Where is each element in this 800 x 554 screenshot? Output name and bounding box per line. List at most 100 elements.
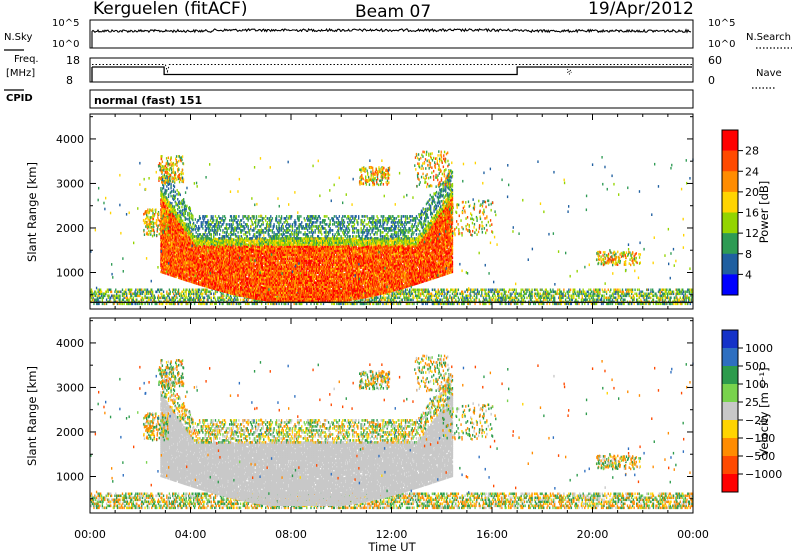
- power-cell: [186, 249, 188, 252]
- power-cell: [616, 292, 619, 296]
- power-cell: [160, 240, 162, 243]
- power-cell: [183, 207, 186, 210]
- power-cell: [519, 292, 521, 296]
- power-cell: [186, 263, 188, 266]
- power-cell: [179, 230, 181, 234]
- power-cell: [539, 296, 542, 300]
- power-cell: [166, 262, 168, 265]
- power-cell: [171, 220, 173, 223]
- power-cell: [193, 298, 196, 302]
- power-cell: [174, 219, 176, 222]
- power-cell: [403, 296, 405, 300]
- power-cell: [166, 189, 168, 192]
- power-cell: [436, 292, 439, 296]
- power-cell: [485, 302, 487, 306]
- power-cell: [453, 296, 455, 300]
- power-cell: [404, 288, 407, 292]
- power-cell: [175, 265, 177, 269]
- power-cell: [627, 290, 630, 294]
- power-cell: [178, 246, 181, 250]
- power-cell: [168, 219, 171, 222]
- power-cell: [518, 292, 521, 296]
- power-cell: [356, 302, 358, 306]
- power-cell: [543, 296, 546, 300]
- power-cell: [498, 294, 501, 298]
- power-cell: [167, 238, 169, 242]
- power-cell: [131, 292, 134, 296]
- power-cell: [165, 296, 167, 300]
- power-cell: [677, 298, 679, 302]
- power-cell: [168, 203, 171, 206]
- power-cell: [189, 207, 192, 210]
- power-cell: [188, 212, 191, 215]
- power-cell: [490, 298, 492, 302]
- power-cell: [172, 254, 175, 258]
- power-cell: [401, 288, 403, 292]
- power-cell: [516, 296, 518, 300]
- power-cell: [172, 246, 175, 250]
- power-cell: [166, 268, 168, 272]
- power-cell: [170, 231, 172, 235]
- power-cell: [173, 250, 176, 254]
- power-cell: [181, 227, 183, 230]
- power-cell: [164, 203, 166, 207]
- power-cell: [174, 190, 176, 194]
- power-cell: [181, 219, 183, 222]
- power-cell: [415, 294, 418, 298]
- power-cell: [179, 260, 181, 264]
- power-cell: [182, 202, 184, 206]
- power-cell: [374, 296, 377, 300]
- power-cell: [179, 226, 181, 230]
- power-cell: [411, 292, 413, 296]
- power-cell: [451, 288, 453, 292]
- power-cell: [400, 288, 403, 292]
- power-cell: [229, 302, 231, 306]
- power-cell: [168, 217, 171, 220]
- power-cell: [564, 302, 566, 306]
- power-cell: [298, 302, 300, 306]
- power-cell: [169, 223, 171, 227]
- power-cell: [372, 296, 374, 300]
- power-cell: [165, 268, 167, 271]
- power-cell: [502, 298, 504, 302]
- power-cell: [187, 247, 189, 250]
- power-cell: [367, 302, 369, 306]
- power-cell: [209, 229, 212, 232]
- power-cell: [166, 292, 168, 296]
- power-cell: [239, 302, 241, 306]
- power-cell: [162, 271, 165, 274]
- power-cell: [123, 296, 125, 300]
- power-cell: [639, 294, 641, 298]
- power-cell: [515, 296, 517, 300]
- power-cell: [180, 237, 182, 240]
- power-cell: [409, 290, 411, 294]
- power-cell: [205, 290, 207, 294]
- power-cell: [405, 302, 408, 306]
- power-cell: [167, 272, 169, 276]
- power-cell: [172, 194, 175, 197]
- power-cell: [183, 264, 185, 267]
- power-cell: [145, 296, 147, 300]
- power-cell: [173, 273, 176, 276]
- power-cell: [184, 252, 186, 256]
- power-cell: [461, 302, 464, 306]
- power-cell: [533, 302, 535, 306]
- power-cell: [170, 269, 172, 273]
- power-cell: [186, 245, 188, 248]
- power-cell: [446, 290, 449, 294]
- power-cell: [521, 294, 523, 298]
- power-cell: [160, 187, 162, 190]
- power-cell: [124, 292, 126, 296]
- power-cell: [144, 296, 146, 300]
- power-cell: [172, 234, 175, 238]
- power-cell: [167, 266, 169, 270]
- power-cell: [91, 298, 94, 302]
- power-cell: [163, 229, 166, 233]
- power-cell: [183, 229, 185, 233]
- power-cell: [167, 255, 170, 258]
- power-cell: [185, 207, 187, 211]
- power-cell: [470, 294, 472, 298]
- power-cell: [95, 294, 97, 298]
- power-cell: [162, 196, 164, 200]
- power-cell: [642, 292, 645, 296]
